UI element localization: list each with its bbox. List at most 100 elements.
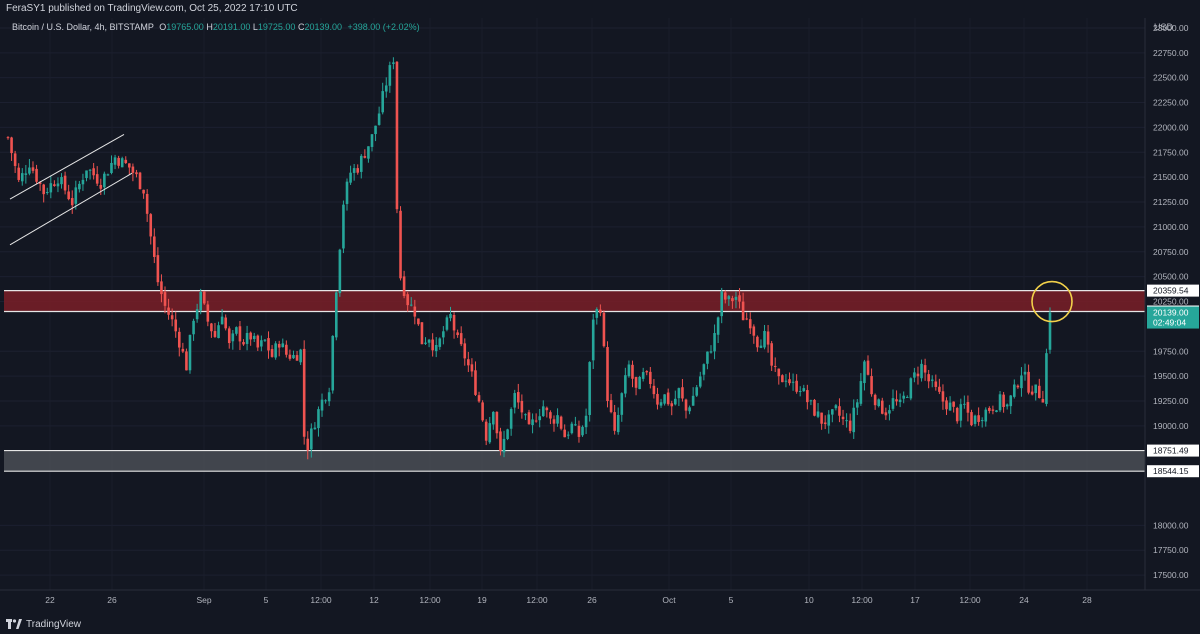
candle [256,334,260,351]
candle [745,312,748,321]
candle [841,409,845,425]
candle [759,339,763,349]
candle [113,154,117,170]
candle [95,166,99,186]
candle [459,326,463,347]
candle [213,322,217,338]
candle [613,404,616,435]
candle [527,409,531,425]
time-tick-label: 12:00 [959,595,981,605]
candle [420,322,424,345]
candle [85,170,88,182]
candle [292,350,295,360]
price-tick-label: 18000.00 [1153,520,1189,530]
candle [1037,378,1041,399]
candle [49,176,53,199]
candle [1016,384,1020,389]
candle [891,389,895,412]
candle [602,310,606,348]
candle [99,178,103,196]
candle [973,414,977,427]
candle [384,77,388,98]
candle [402,270,406,299]
candle [224,314,227,331]
candle [342,200,345,254]
candle [277,340,281,357]
candle [128,163,131,175]
candle [723,290,727,304]
candle [584,408,588,435]
candle [170,308,174,327]
candle [988,406,991,414]
price-tick-label: 22750.00 [1153,48,1189,58]
publisher-banner: FeraSY1 published on TradingView.com, Oc… [0,0,1200,18]
price-tick-label: 20250.00 [1153,297,1189,307]
candle [859,373,863,406]
candle [788,372,791,386]
candle [359,154,363,179]
candle [1023,363,1027,381]
candle [131,163,135,182]
candle [995,410,998,413]
candle [463,338,467,366]
candle [748,312,752,334]
candle [324,399,327,404]
candle [556,408,559,427]
price-tag-label: 20359.54 [1153,286,1189,296]
candle [752,324,756,344]
candle [706,351,709,370]
candle [652,378,656,399]
candle [820,412,823,430]
candle [930,375,934,388]
price-tick-label: 21250.00 [1153,197,1189,207]
time-axis[interactable]: 22 26 Sep 5 12:00 12 12:00 19 12:00 26 Oct 5 10 12:00… [0,589,1200,614]
time-tick-label: 28 [1082,595,1092,605]
candle [645,370,649,376]
candle [727,294,731,306]
candle [195,303,199,323]
time-tick-label: 22 [45,595,55,605]
candle [698,371,702,389]
candle [570,421,574,435]
price-tag-label: 18751.49 [1153,446,1189,456]
candle [852,399,856,439]
time-tick-label: 12:00 [419,595,441,605]
price-tick-label: 20750.00 [1153,247,1189,257]
candle [363,149,367,159]
candle [884,407,888,420]
candle [1002,391,1005,413]
candle [217,321,220,339]
candle [317,406,320,437]
candle [816,403,820,419]
candle [60,173,63,189]
candle [606,341,609,408]
price-tick-label: 22500.00 [1153,73,1189,83]
time-tick-label: 12:00 [851,595,873,605]
candle [616,407,620,435]
time-tick-label: 12:00 [526,595,548,605]
candle [1034,384,1038,401]
candle [577,420,581,443]
price-tick-label: 17750.00 [1153,545,1189,555]
candle [641,367,645,382]
candle [513,389,517,414]
change-value: +398.00 (+2.02%) [347,22,420,32]
candle [773,357,777,372]
candle [302,340,306,445]
footer: TradingView [0,614,1200,634]
candle [145,189,149,222]
candle [738,288,741,309]
price-tick-label: 17500.00 [1153,570,1189,580]
candle [809,399,813,406]
candle [516,383,520,409]
candle [624,367,627,398]
candle [538,409,542,428]
candle [720,287,723,324]
low-value: 19725.00 [257,22,296,32]
candle [492,411,495,430]
candle [474,361,477,396]
candle [777,368,781,385]
candle [306,431,310,460]
candle [531,413,534,434]
